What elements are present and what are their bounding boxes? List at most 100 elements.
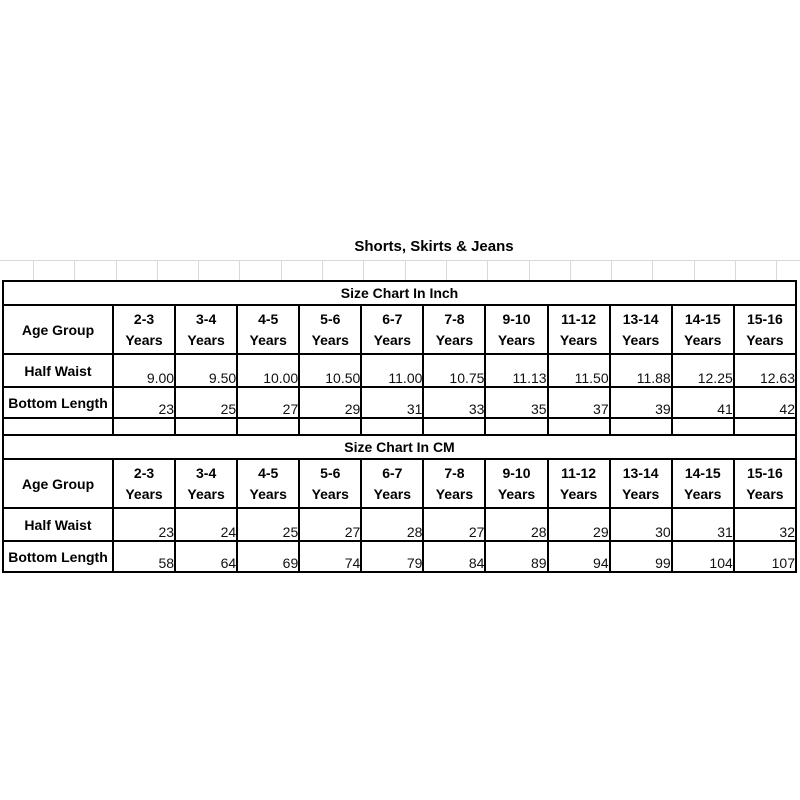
value-cell: 9.50: [174, 353, 239, 388]
age-column-header: 5-6 Years: [298, 304, 363, 355]
age-suffix: Years: [373, 485, 412, 502]
value-cell: 10.00: [236, 353, 301, 388]
value-cell: 104: [670, 540, 735, 573]
grid-cell: [571, 261, 613, 281]
age-column-header: 6-7 Years: [360, 458, 425, 509]
age-column-header: 15-16 Years: [732, 304, 798, 355]
spacer-cell: [360, 419, 425, 434]
value-cell: 27: [422, 507, 487, 542]
grid-cell: [323, 261, 365, 281]
age-suffix: Years: [311, 331, 349, 348]
grid-cell: [488, 261, 530, 281]
spacer-row: [2, 419, 798, 434]
section-title-inch: Size Chart In Inch: [2, 280, 797, 306]
spacer-cell: [732, 419, 798, 434]
spacer-cell: [174, 419, 239, 434]
value-cell: 11.00: [360, 353, 425, 388]
spacer-cell: [608, 419, 673, 434]
spacer-cell: [422, 419, 487, 434]
grid-cell: [653, 261, 695, 281]
age-range: 13-14: [622, 310, 659, 327]
grid-cell: [612, 261, 654, 281]
grid-cell: [240, 261, 282, 281]
empty-gridline-row: [0, 260, 800, 281]
age-range: 6-7: [382, 310, 403, 327]
age-column-header: 15-16 Years: [732, 458, 798, 509]
age-suffix: Years: [497, 331, 536, 348]
age-suffix: Years: [435, 485, 474, 502]
age-suffix: Years: [249, 485, 287, 502]
age-suffix: Years: [684, 485, 722, 502]
row-label: Bottom Length: [2, 386, 114, 419]
age-column-header: 11-12 Years: [546, 458, 611, 509]
age-suffix: Years: [746, 331, 784, 348]
value-cell: 58: [111, 540, 177, 573]
value-cell: 29: [546, 507, 611, 542]
age-suffix: Years: [746, 485, 784, 502]
age-column-header: 14-15 Years: [670, 304, 735, 355]
age-column-header: 5-6 Years: [298, 458, 363, 509]
age-suffix: Years: [249, 331, 287, 348]
value-cell: 32: [732, 507, 798, 542]
value-cell: 35: [484, 386, 549, 419]
value-cell: 99: [608, 540, 673, 573]
section-title-cm: Size Chart In CM: [2, 434, 797, 460]
tables-container: Size Chart In Inch Age Group 2-3 Years 3-4 Ye…: [2, 280, 798, 573]
age-column-header: 13-14 Years: [608, 304, 673, 355]
value-cell: 29: [298, 386, 363, 419]
value-cell: 24: [174, 507, 239, 542]
table-row: Bottom Length 23 25 27 29 31 33 35 37 39 41 42: [2, 386, 798, 419]
age-range: 2-3: [133, 310, 155, 327]
age-suffix: Years: [621, 485, 660, 502]
age-suffix: Years: [621, 331, 660, 348]
spacer-cell: [298, 419, 363, 434]
value-cell: 11.13: [484, 353, 549, 388]
grid-cell: [406, 261, 447, 281]
age-suffix: Years: [311, 485, 349, 502]
value-cell: 37: [546, 386, 611, 419]
grid-cell: [736, 261, 778, 281]
value-cell: 64: [174, 540, 239, 573]
age-range: 15-16: [746, 310, 783, 327]
age-suffix: Years: [373, 331, 412, 348]
grid-cell: [34, 261, 76, 281]
row-label: Half Waist: [2, 353, 114, 388]
value-cell: 11.50: [546, 353, 611, 388]
age-suffix: Years: [497, 485, 536, 502]
age-range: 7-8: [444, 310, 465, 327]
grid-cell: [447, 261, 489, 281]
row-label: Half Waist: [2, 507, 114, 542]
value-cell: 41: [670, 386, 735, 419]
age-range: 9-10: [502, 464, 531, 481]
table-row: Half Waist 23 24 25 27 28 27 28 29 30 31 32: [2, 507, 798, 542]
grid-cell: [530, 261, 571, 281]
age-range: 4-5: [258, 310, 279, 327]
value-cell: 33: [422, 386, 487, 419]
value-cell: 10.75: [422, 353, 487, 388]
spacer-cell: [2, 419, 114, 434]
age-column-header: 3-4 Years: [174, 304, 239, 355]
size-chart-inch-table: Size Chart In Inch Age Group 2-3 Years 3-4 Ye…: [2, 280, 798, 419]
spacer-cell: [484, 419, 549, 434]
grid-cell: [75, 261, 117, 281]
value-cell: 31: [670, 507, 735, 542]
grid-cell: [364, 261, 406, 281]
grid-cell: [282, 261, 324, 281]
value-cell: 12.25: [670, 353, 735, 388]
age-range: 7-8: [444, 464, 465, 481]
age-range: 14-15: [684, 310, 721, 327]
value-cell: 39: [608, 386, 673, 419]
age-column-header: 4-5 Years: [236, 304, 301, 355]
value-cell: 27: [236, 386, 301, 419]
age-range: 5-6: [320, 464, 341, 481]
value-cell: 94: [546, 540, 611, 573]
size-chart-cm-table: Size Chart In CM Age Group 2-3 Years 3-4 Year…: [2, 434, 798, 573]
age-suffix: Years: [435, 331, 474, 348]
age-suffix: Years: [125, 331, 163, 348]
age-range: 11-12: [561, 310, 597, 327]
value-cell: 23: [111, 507, 177, 542]
age-range: 6-7: [382, 464, 403, 481]
age-range: 9-10: [502, 310, 531, 327]
value-cell: 25: [174, 386, 239, 419]
age-range: 4-5: [258, 464, 279, 481]
